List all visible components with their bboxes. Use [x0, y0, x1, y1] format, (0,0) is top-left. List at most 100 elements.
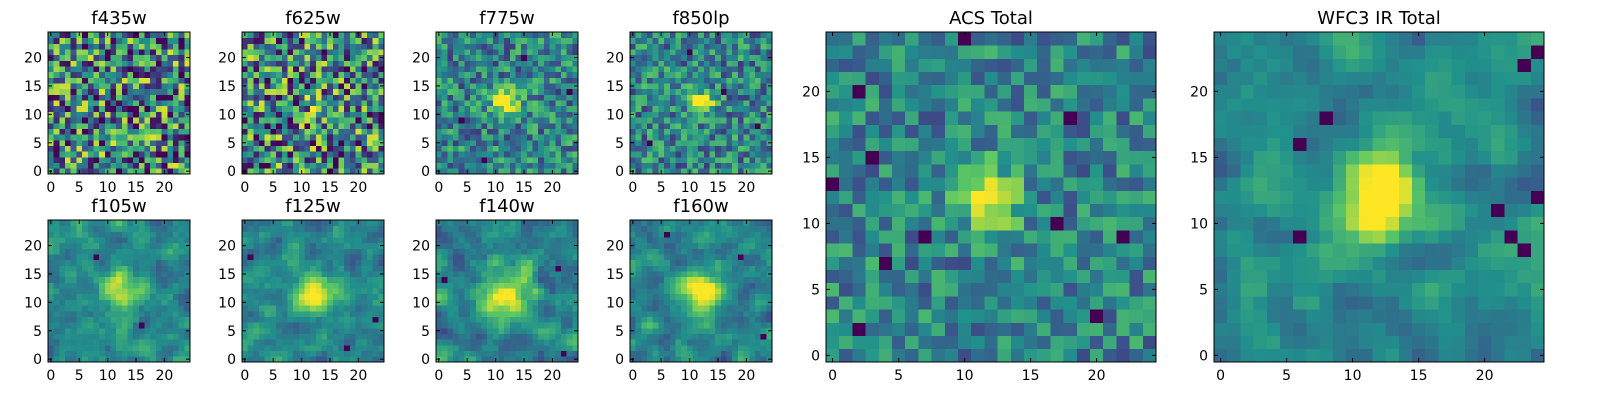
heatmap-cell: [87, 49, 94, 56]
heatmap-cell: [93, 248, 100, 255]
heatmap-cell: [749, 282, 756, 289]
heatmap-cell: [441, 316, 448, 323]
heatmap-cell: [521, 128, 528, 135]
heatmap-cell: [242, 333, 249, 340]
heatmap-cell: [698, 288, 705, 295]
heatmap-cell: [355, 60, 362, 67]
heatmap-cell: [242, 37, 249, 44]
heatmap-cell: [161, 94, 168, 101]
heatmap-cell: [65, 54, 72, 61]
heatmap-cell: [48, 248, 55, 255]
heatmap-cell: [293, 37, 300, 44]
heatmap-cell: [709, 37, 716, 44]
y-tick-label: 20: [24, 51, 42, 67]
heatmap-cell: [538, 88, 545, 95]
heatmap-cell: [641, 293, 648, 300]
heatmap-cell: [572, 162, 579, 169]
heatmap-cell: [155, 94, 162, 101]
heatmap-cell: [127, 66, 134, 73]
heatmap-cell: [65, 316, 72, 323]
heatmap-cell: [698, 83, 705, 90]
heatmap-cell: [504, 254, 511, 261]
heatmap-cell: [630, 350, 637, 357]
heatmap-cell: [349, 37, 356, 44]
heatmap-cell: [726, 322, 733, 329]
heatmap-cell: [549, 105, 556, 112]
heatmap-cell: [116, 37, 123, 44]
heatmap-cell: [481, 111, 488, 118]
heatmap-cell: [709, 100, 716, 107]
heatmap-cell: [138, 105, 145, 112]
heatmap-cell: [172, 94, 180, 101]
heatmap-cell: [127, 162, 134, 169]
heatmap-cell: [104, 66, 111, 73]
heatmap-cell: [287, 145, 294, 152]
heatmap-cell: [264, 43, 271, 50]
heatmap-cell: [572, 151, 579, 158]
heatmap-cell: [87, 356, 94, 363]
heatmap-cell: [242, 162, 249, 169]
heatmap-cell: [481, 134, 488, 141]
heatmap-cell: [692, 100, 699, 107]
heatmap-cell: [270, 122, 277, 129]
heatmap-cell: [543, 242, 550, 249]
heatmap-cell: [703, 122, 710, 129]
heatmap-cell: [172, 293, 180, 300]
heatmap-cell: [372, 83, 379, 90]
heatmap-cell: [504, 122, 511, 129]
heatmap-cell: [287, 350, 294, 357]
heatmap-cell: [703, 71, 710, 78]
heatmap-cell: [344, 316, 351, 323]
heatmap-cell: [270, 77, 277, 84]
heatmap-cell: [315, 54, 322, 61]
heatmap-cell: [709, 105, 716, 112]
heatmap-cell: [760, 49, 767, 56]
heatmap-cell: [647, 88, 654, 95]
heatmap-cell: [720, 322, 727, 329]
heatmap-cell: [344, 344, 351, 352]
heatmap-cell: [281, 333, 288, 340]
heatmap-cell: [458, 60, 465, 67]
heatmap-cell: [436, 71, 443, 78]
heatmap-cell: [361, 322, 368, 329]
heatmap-cell: [754, 77, 762, 84]
heatmap-cell: [630, 288, 637, 295]
heatmap-cell: [361, 254, 368, 261]
heatmap-cell: [59, 100, 66, 107]
heatmap-cell: [70, 134, 77, 141]
heatmap-cell: [87, 242, 94, 249]
heatmap-cell: [453, 105, 460, 112]
heatmap-cell: [76, 162, 83, 169]
heatmap-cell: [703, 350, 710, 357]
heatmap-cell: [355, 37, 362, 44]
heatmap-cell: [754, 293, 762, 300]
heatmap-cell: [635, 322, 642, 329]
heatmap-cell: [441, 128, 448, 135]
heatmap-cell: [681, 54, 688, 61]
heatmap-cell: [247, 356, 254, 363]
heatmap-cell: [150, 259, 157, 266]
heatmap-cell: [543, 151, 550, 158]
heatmap-cell: [349, 356, 356, 363]
heatmap-cell: [264, 134, 271, 141]
heatmap-cell: [543, 282, 550, 289]
heatmap-cell: [48, 122, 55, 129]
heatmap-cell: [242, 259, 249, 266]
heatmap-cell: [167, 105, 174, 112]
heatmap-cell: [127, 54, 134, 61]
heatmap-cell: [304, 100, 311, 107]
heatmap-cell: [366, 265, 374, 272]
heatmap-cell: [709, 94, 716, 101]
heatmap-cell: [664, 60, 671, 67]
heatmap-cell: [681, 333, 688, 340]
heatmap-cell: [133, 339, 140, 346]
heatmap-cell: [458, 128, 465, 135]
heatmap-cell: [138, 282, 145, 289]
heatmap-cell: [121, 344, 128, 352]
heatmap-cell: [543, 356, 550, 363]
heatmap-cell: [675, 88, 682, 95]
heatmap-cell: [572, 32, 579, 39]
heatmap-cell: [754, 156, 762, 164]
heatmap-cell: [378, 231, 385, 238]
heatmap-cell: [99, 37, 106, 44]
